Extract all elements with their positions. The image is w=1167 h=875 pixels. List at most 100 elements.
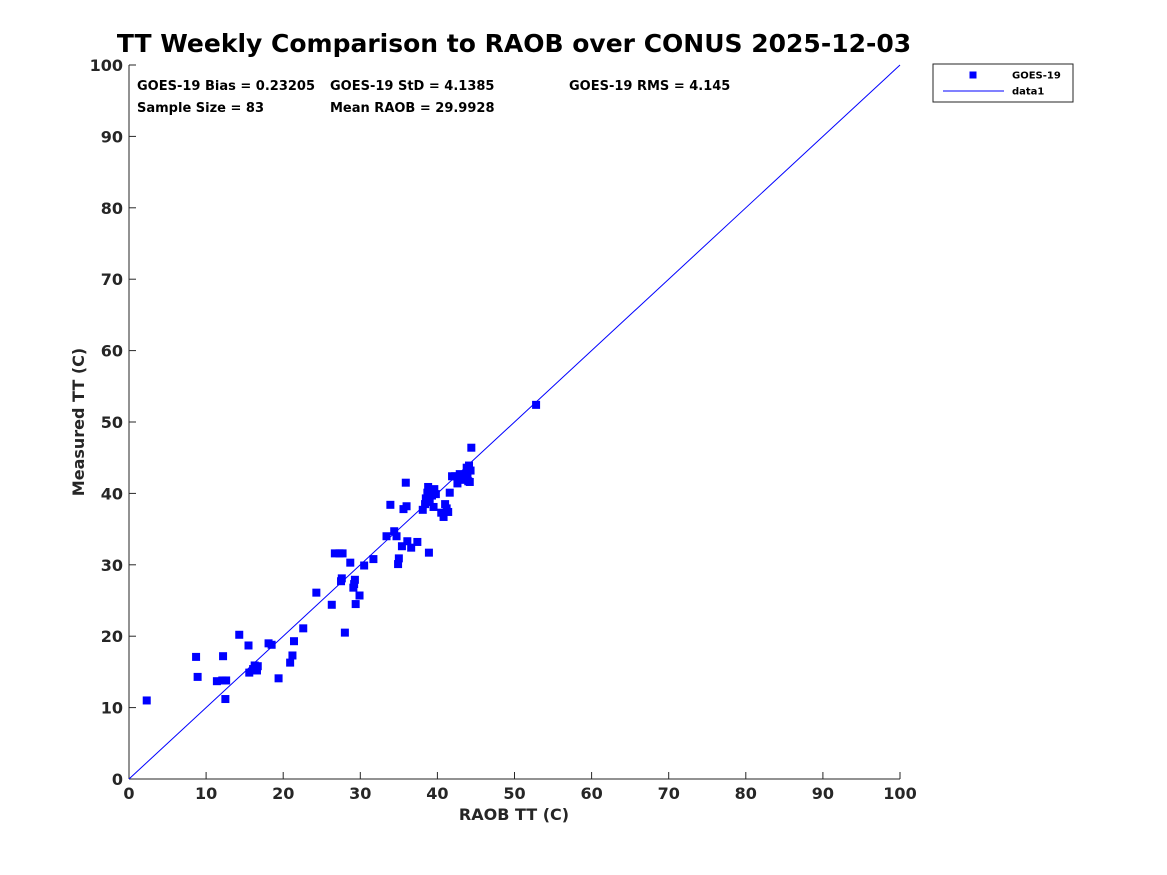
x-tick-label: 0 [123, 784, 134, 803]
data-point-goes19 [286, 658, 295, 667]
data-point-goes19 [407, 543, 416, 552]
identity-line-data1 [128, 64, 901, 780]
data-point-goes19 [267, 640, 276, 649]
data-point-goes19 [274, 674, 283, 683]
data-point-goes19 [219, 652, 228, 661]
x-tick-label: 30 [349, 784, 371, 803]
x-tick-label: 80 [735, 784, 757, 803]
data-point-goes19 [424, 482, 433, 491]
legend-marker-goes19 [969, 71, 977, 79]
data-point-goes19 [192, 652, 201, 661]
legend-label-data1: data1 [1012, 87, 1044, 98]
stat-sample-size: Sample Size = 83 [137, 101, 264, 116]
data-point-goes19 [330, 549, 339, 558]
data-point-goes19 [350, 580, 359, 589]
data-point-goes19 [338, 549, 347, 558]
data-point-goes19 [402, 502, 411, 511]
data-point-goes19 [350, 575, 359, 584]
y-tick-label: 70 [101, 270, 123, 289]
data-point-goes19 [430, 485, 439, 494]
data-point-goes19 [369, 555, 378, 564]
legend: GOES-19 data1 [932, 63, 1074, 103]
data-point-goes19 [403, 537, 412, 546]
data-point-goes19 [221, 695, 230, 704]
x-tick-label: 50 [503, 784, 525, 803]
data-point-goes19 [423, 488, 432, 497]
data-point-goes19 [327, 600, 336, 609]
data-point-goes19 [346, 558, 355, 567]
chart-title: TT Weekly Comparison to RAOB over CONUS … [117, 29, 911, 58]
y-tick-label: 0 [112, 770, 123, 789]
y-tick-label: 80 [101, 199, 123, 218]
data-point-goes19 [465, 477, 474, 486]
data-point-goes19 [142, 696, 151, 705]
data-point-goes19 [453, 479, 462, 488]
y-tick-label: 50 [101, 413, 123, 432]
x-tick-label: 70 [658, 784, 680, 803]
data-point-goes19 [386, 500, 395, 509]
data-point-goes19 [394, 554, 403, 563]
y-tick-label: 30 [101, 556, 123, 575]
data-point-goes19 [431, 490, 440, 499]
x-tick-label: 10 [195, 784, 217, 803]
data-point-goes19 [441, 500, 450, 509]
data-point-goes19 [382, 532, 391, 541]
data-point-goes19 [401, 478, 410, 487]
x-tick-label: 100 [883, 784, 916, 803]
data-point-goes19 [222, 676, 231, 685]
data-point-goes19 [288, 651, 297, 660]
x-tick-label: 60 [580, 784, 602, 803]
y-tick-label: 90 [101, 127, 123, 146]
data-point-goes19 [193, 672, 202, 681]
y-tick-label: 10 [101, 699, 123, 718]
data-point-goes19 [392, 532, 401, 541]
x-tick-label: 20 [272, 784, 294, 803]
data-point-goes19 [421, 500, 430, 509]
y-tick-label: 60 [101, 342, 123, 361]
data-point-goes19 [424, 548, 433, 557]
legend-label-goes19: GOES-19 [1012, 71, 1061, 82]
data-point-goes19 [466, 466, 475, 475]
data-point-goes19 [337, 574, 346, 583]
data-point-goes19 [439, 512, 448, 521]
x-tick-label: 90 [812, 784, 834, 803]
y-axis-label: Measured TT (C) [69, 348, 88, 496]
x-axis-label: RAOB TT (C) [459, 805, 569, 824]
data-point-goes19 [351, 600, 360, 609]
data-point-goes19 [252, 666, 261, 675]
data-point-goes19 [299, 624, 308, 633]
data-point-goes19 [444, 507, 453, 516]
data-point-goes19 [463, 470, 472, 479]
data-point-goes19 [289, 637, 298, 646]
data-point-goes19 [429, 502, 438, 511]
data-point-goes19 [360, 561, 369, 570]
data-point-goes19 [451, 472, 460, 481]
data-point-goes19 [467, 443, 476, 452]
data-point-goes19 [413, 537, 422, 546]
data-point-goes19 [437, 508, 446, 517]
y-tick-label: 40 [101, 484, 123, 503]
data-point-goes19 [465, 461, 474, 470]
data-point-goes19 [397, 542, 406, 551]
stat-rms: GOES-19 RMS = 4.145 [569, 79, 730, 94]
stat-mean-raob: Mean RAOB = 29.9928 [330, 101, 495, 116]
data-point-goes19 [394, 560, 403, 569]
data-point-goes19 [235, 630, 244, 639]
data-point-goes19 [425, 497, 434, 506]
data-point-goes19 [532, 400, 541, 409]
x-tick-label: 40 [426, 784, 448, 803]
y-tick-label: 20 [101, 627, 123, 646]
data-point-goes19 [312, 588, 321, 597]
data-point-goes19 [253, 662, 262, 671]
data-point-goes19 [244, 641, 253, 650]
stat-bias: GOES-19 Bias = 0.23205 [137, 79, 315, 94]
data-point-goes19 [355, 591, 364, 600]
y-tick-label: 100 [90, 56, 123, 75]
data-point-goes19 [418, 505, 427, 514]
data-point-goes19 [445, 488, 454, 497]
data-point-goes19 [340, 628, 349, 637]
legend-box [932, 63, 1074, 103]
data-point-goes19 [212, 677, 221, 686]
data-point-goes19 [390, 527, 399, 536]
